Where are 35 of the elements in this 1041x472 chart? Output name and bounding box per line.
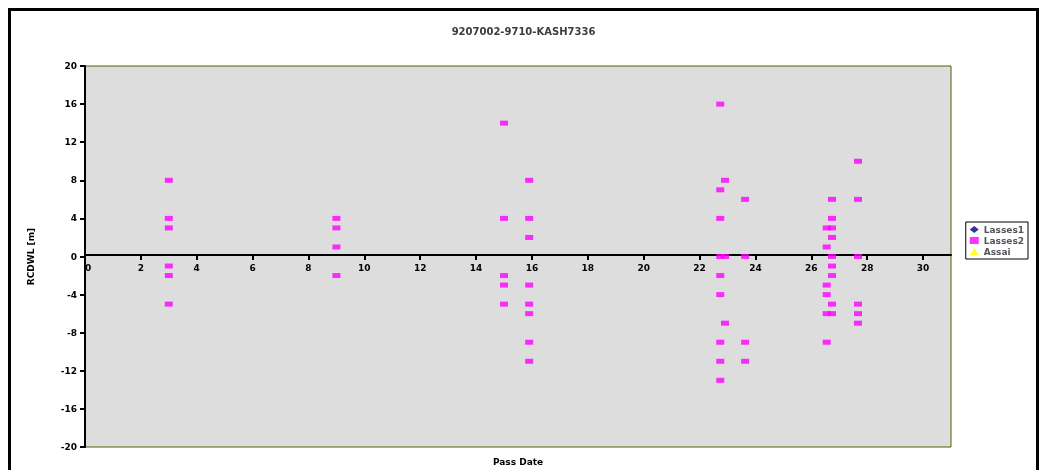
x-tick-label: 4: [193, 262, 200, 273]
x-tick-label: 12: [413, 262, 427, 273]
y-tick-label: -16: [60, 403, 77, 414]
x-tick-label: 0: [85, 262, 92, 273]
x-tick-label: 16: [525, 262, 539, 273]
x-tick-label: 20: [637, 262, 650, 273]
x-axis-title: Pass Date: [492, 456, 544, 467]
x-tick-label: 22: [693, 262, 706, 273]
legend-label: Lasses1: [983, 224, 1024, 235]
x-tick-label: 30: [916, 262, 930, 273]
y-tick-label: -4: [67, 289, 77, 300]
legend-label: Assai: [983, 246, 1011, 257]
x-tick-label: 2: [137, 262, 144, 273]
legend-label: Lasses2: [983, 235, 1024, 246]
point: [721, 177, 729, 183]
y-tick-label: 16: [64, 99, 77, 110]
x-tick-label: 10: [358, 262, 371, 273]
y-tick-label: -8: [67, 327, 77, 338]
x-tick-label: 8: [305, 262, 312, 273]
y-tick-label: -12: [60, 365, 77, 376]
x-tick-label: 24: [749, 262, 762, 273]
point: [721, 320, 729, 326]
y-tick-label: 4: [70, 213, 77, 224]
x-tick-label: 26: [805, 262, 818, 273]
x-tick-label: 6: [249, 262, 256, 273]
y-axis-title: RCDWL [m]: [25, 227, 36, 286]
x-tick-label: 18: [581, 262, 595, 273]
x-tick-label: 28: [860, 262, 874, 273]
y-tick-label: 12: [64, 137, 77, 148]
x-tick-label: 14: [469, 262, 483, 273]
chart-title: 9207002-9710-KASH7336: [451, 25, 596, 37]
y-tick-label: -20: [60, 442, 77, 452]
y-tick-label: 0: [70, 251, 77, 262]
y-tick-label: 8: [70, 175, 77, 186]
y-tick-label: 20: [64, 61, 77, 71]
